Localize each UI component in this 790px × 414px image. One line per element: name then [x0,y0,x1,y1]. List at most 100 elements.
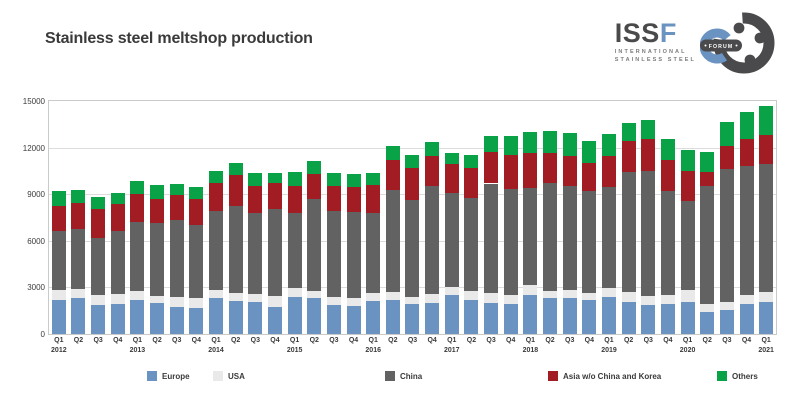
bar-segment-europe [150,302,165,334]
bar-column-34 [717,101,737,334]
year-label-2017: 2017 [444,347,460,354]
bar-segment-europe [601,297,616,334]
bar-segment-asia-wo-china-and-korea [582,162,597,191]
bar-segment-others [326,173,341,186]
x-axis-tick-label: Q1 [761,337,771,344]
bar-segment-others [150,185,165,200]
bar-segment-asia-wo-china-and-korea [267,183,282,209]
bar-segment-asia-wo-china-and-korea [110,204,125,232]
bar-column-27 [580,101,600,334]
bar-segment-usa [464,291,479,300]
x-axis-tick-label: Q3 [172,337,182,344]
bar-column-19 [422,101,442,334]
bar-segment-asia-wo-china-and-korea [739,139,754,167]
legend-label-europe: Europe [162,371,190,381]
legend-label-china: China [400,371,423,381]
plot-area: 0 3000 6000 9000 12000 15000 Q1 Q2 Q3 Q4 Q1 Q2 Q3 Q4 Q… [23,97,777,354]
bar-segment-usa [503,294,518,304]
bar-segment-china [543,183,558,291]
bar-segment-europe [543,298,558,334]
bar-segment-usa [71,288,86,299]
x-axis-tick-label: Q3 [486,337,496,344]
bar-segment-europe [307,298,322,334]
bar-segment-europe [680,301,695,334]
x-axis-tick-label: Q4 [270,337,280,344]
bar-segment-asia-wo-china-and-korea [503,154,518,190]
bar-segment-usa [248,293,263,302]
bar-segment-europe [228,301,243,334]
bar-segment-others [660,139,675,160]
bar-segment-asia-wo-china-and-korea [562,155,577,186]
bar-column-23 [501,101,521,334]
bar-segment-asia-wo-china-and-korea [287,185,302,213]
bar-segment-europe [248,301,263,334]
y-axis-tick-label: 12000 [22,143,45,153]
bar-segment-europe [700,311,715,334]
year-label-2015: 2015 [286,347,303,354]
y-axis-tick-label: 0 [40,330,45,339]
bar-segment-europe [209,298,223,334]
bar-segment-europe [444,295,459,334]
y-axis-tick-label: 9000 [27,190,45,200]
bar-segment-china [601,186,616,289]
bar-segment-europe [464,299,479,334]
x-axis-tick-label: Q3 [565,337,575,344]
bar-segment-usa [739,294,754,304]
bar-segment-others [719,121,734,146]
bar-segment-europe [169,306,184,334]
legend-item-usa: USA [213,371,245,381]
legend-swatch-china [385,371,395,381]
bar-segment-china [267,208,282,296]
bar-segment-usa [267,295,282,307]
bar-segment-usa [700,304,715,312]
bar-column-3 [108,101,128,334]
bar-segment-asia-wo-china-and-korea [543,152,558,184]
bar-segment-usa [110,293,125,305]
x-axis-tick-label: Q2 [73,337,84,344]
bar-segment-china [326,210,341,298]
bar-segment-europe [641,305,656,334]
x-axis-tick-label: Q3 [407,337,418,344]
bar-segment-others [582,141,597,163]
bar-column-33 [697,101,717,334]
bar-segment-usa [346,297,361,307]
bar-column-12 [285,101,305,334]
bar-segment-usa [523,284,538,295]
bar-column-5 [147,101,167,334]
bar-segment-usa [582,292,597,301]
bar-segment-china [759,164,774,293]
bar-column-1 [69,101,89,334]
bar-segment-asia-wo-china-and-korea [621,141,636,172]
forum-label: FORUM [709,44,734,50]
gridline-12000 [49,147,776,149]
bar-column-16 [363,101,383,334]
bar-segment-others [621,123,636,142]
bar-segment-china [405,200,420,298]
bar-segment-asia-wo-china-and-korea [484,151,499,184]
y-axis-tick-label: 6000 [27,236,45,246]
bar-segment-asia-wo-china-and-korea [385,159,400,190]
bar-column-14 [324,101,344,334]
bar-column-36 [756,101,776,334]
x-axis-tick-label: Q1 [132,337,143,344]
bar-segment-usa [543,290,558,299]
bar-segment-china [209,210,223,290]
bar-segment-europe [71,298,86,334]
x-axis-tick-label: Q1 [211,337,221,344]
bar-segment-usa [405,297,420,305]
bar-segment-europe [405,304,420,334]
globe-dot-right-icon [754,32,766,44]
bar-segment-china [680,200,695,290]
bar-segment-others [267,172,282,184]
legend-item-china: China [385,371,422,381]
bar-segment-others [91,196,106,209]
bar-segment-china [582,190,597,293]
bar-segment-china [169,219,184,297]
forum-banner [700,39,742,52]
bar-segment-china [503,189,518,295]
bar-segment-others [228,163,243,176]
issf-acronym-blue: F [659,18,677,48]
year-label-2012: 2012 [51,347,67,354]
x-axis-tick-label: Q2 [545,337,555,344]
bar-segment-china [523,187,538,285]
